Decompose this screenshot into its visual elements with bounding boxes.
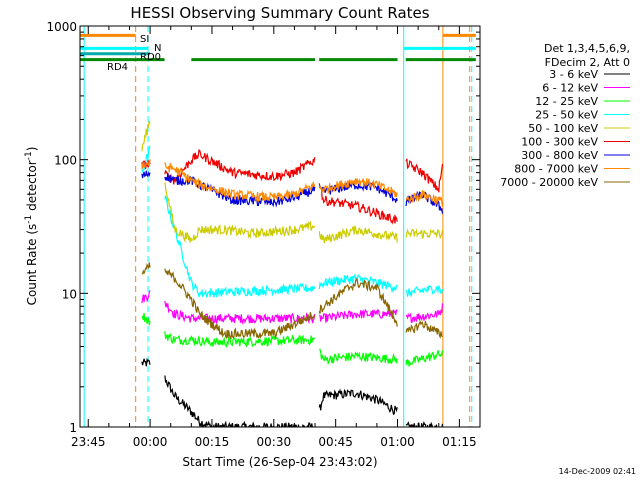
legend-entry: 6 - 12 keV bbox=[542, 82, 598, 95]
series-line bbox=[164, 268, 316, 340]
series-line bbox=[318, 277, 398, 327]
series-line bbox=[141, 145, 151, 174]
series-line bbox=[318, 225, 398, 244]
x-tick-label: 00:15 bbox=[195, 435, 230, 449]
y-tick-label: 1000 bbox=[46, 20, 77, 34]
series-line bbox=[318, 178, 398, 198]
series-line bbox=[141, 312, 151, 326]
series-line bbox=[318, 181, 398, 203]
legend-entry: 50 - 100 keV bbox=[528, 122, 598, 135]
x-tick-label: 00:00 bbox=[133, 435, 168, 449]
series-line bbox=[318, 273, 398, 294]
legend-entry: 7000 - 20000 keV bbox=[500, 176, 598, 189]
legend-header: Det 1,3,4,5,6,9,FDecim 2, Att 0 bbox=[544, 42, 630, 69]
series-line bbox=[141, 170, 151, 179]
series-line bbox=[164, 375, 313, 427]
series-line bbox=[164, 331, 316, 349]
svg-text:Count Rate (s-1 detector-1): Count Rate (s-1 detector-1) bbox=[24, 147, 39, 306]
series-line bbox=[141, 160, 151, 170]
series-line bbox=[164, 195, 316, 298]
y-axis: 1 10 100 1000 bbox=[46, 20, 480, 435]
series-line bbox=[405, 303, 444, 323]
y-tick-label: 100 bbox=[54, 154, 77, 168]
series-line bbox=[164, 149, 316, 185]
x-axis: 23:45 00:00 00:15 00:30 00:45 01:00 01:15 bbox=[71, 26, 481, 449]
series-line bbox=[405, 158, 444, 193]
y-tick-label: 10 bbox=[62, 287, 77, 301]
x-tick-label: 01:15 bbox=[442, 435, 477, 449]
series-line bbox=[164, 162, 316, 203]
series-line bbox=[318, 308, 398, 323]
legend-entry: 25 - 50 keV bbox=[535, 109, 598, 122]
chart-title: HESSI Observing Summary Count Rates bbox=[130, 4, 429, 22]
series-line bbox=[141, 159, 151, 170]
x-tick-label: 00:45 bbox=[318, 435, 353, 449]
series-line bbox=[141, 357, 151, 367]
legend-header-line: Det 1,3,4,5,6,9, bbox=[544, 42, 630, 55]
x-tick-label: 23:45 bbox=[71, 435, 106, 449]
x-tick-label: 00:30 bbox=[257, 435, 292, 449]
series-line bbox=[405, 284, 444, 297]
legend-entry: 100 - 300 keV bbox=[521, 136, 598, 149]
flag-bar-label: RD4 bbox=[107, 62, 128, 73]
legend-entry: 300 - 800 keV bbox=[521, 149, 598, 162]
x-axis-label: Start Time (26-Sep-04 23:43:02) bbox=[182, 455, 377, 469]
series-line bbox=[405, 420, 444, 427]
series-line bbox=[164, 300, 316, 326]
series-line bbox=[164, 182, 316, 244]
plot-frame bbox=[79, 25, 481, 428]
series-line bbox=[405, 228, 444, 240]
series-line bbox=[318, 348, 398, 366]
legend-header-line: FDecim 2, Att 0 bbox=[545, 56, 630, 69]
flag-bar-label: SI bbox=[140, 34, 149, 45]
y-tick-label: 1 bbox=[69, 421, 77, 435]
legend-entry: 12 - 25 keV bbox=[535, 95, 598, 108]
series-line bbox=[141, 120, 151, 152]
legend-entry: 800 - 7000 keV bbox=[514, 163, 598, 176]
y-axis-label: Count Rate (s-1 detector-1) bbox=[24, 147, 39, 306]
series-line bbox=[405, 350, 444, 367]
legend-entry: 3 - 6 keV bbox=[549, 68, 598, 81]
footer-timestamp: 14-Dec-2009 02:41 bbox=[559, 467, 636, 476]
series-line bbox=[405, 320, 443, 339]
series-line bbox=[141, 262, 151, 275]
series-line bbox=[318, 388, 398, 416]
x-tick-label: 01:00 bbox=[380, 435, 415, 449]
series-line bbox=[318, 183, 398, 225]
series-line bbox=[405, 190, 444, 207]
flag-bar-label: N bbox=[154, 43, 161, 54]
series-line bbox=[141, 290, 151, 304]
flag-bar-label: RD0 bbox=[140, 52, 161, 63]
